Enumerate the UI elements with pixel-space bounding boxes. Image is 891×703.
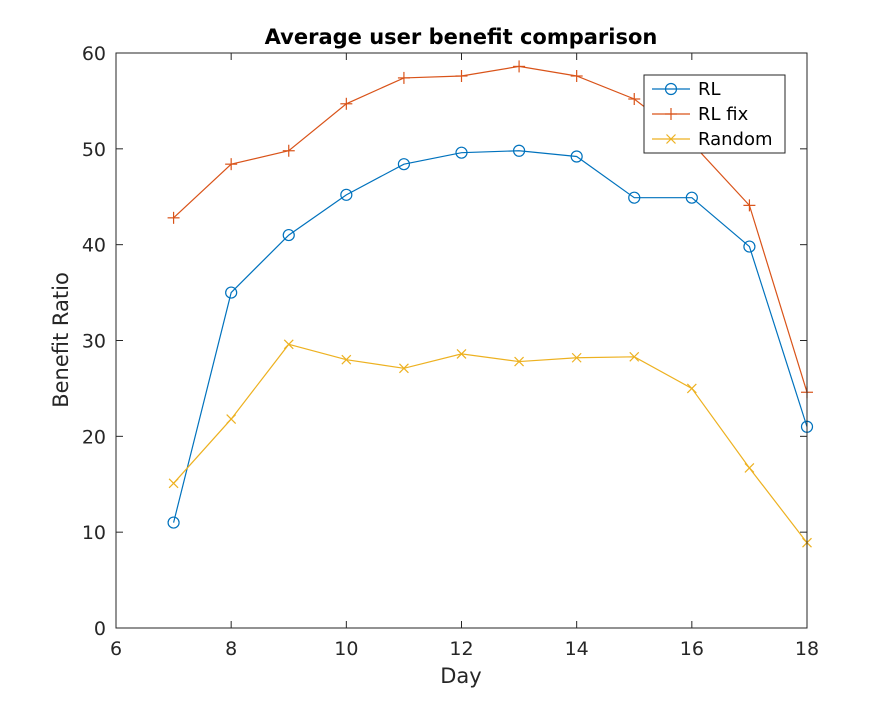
series-line-rl [173, 150, 808, 523]
x-tick-label: 12 [449, 638, 473, 660]
data-point-rl-fix-7 [167, 211, 180, 224]
y-tick-label: 0 [94, 618, 106, 640]
data-point-rl-17 [743, 240, 756, 253]
x-tick-label: 14 [565, 638, 589, 660]
data-point-random-15 [629, 351, 640, 362]
y-tick-label: 50 [82, 139, 106, 161]
legend-item-rl-fix: RL fix [652, 104, 749, 125]
data-point-rl-fix-15 [628, 93, 641, 105]
data-point-rl-10 [340, 188, 353, 201]
data-point-random-16 [686, 383, 697, 394]
data-point-rl-11 [397, 158, 411, 171]
data-point-rl-15 [628, 191, 641, 204]
data-point-random-11 [398, 363, 409, 374]
series-layer [167, 60, 814, 548]
legend-label: RL [698, 79, 721, 100]
data-point-rl-fix-8 [225, 158, 238, 171]
data-point-random-10 [341, 354, 352, 365]
data-point-rl-7 [167, 516, 180, 529]
legend-swatch-marker [665, 108, 677, 120]
series-random [168, 339, 812, 548]
chart-title: Average user benefit comparison [265, 25, 658, 49]
data-point-rl-8 [225, 286, 238, 299]
data-point-rl-fix-12 [455, 70, 468, 82]
y-tick-label: 30 [82, 331, 106, 353]
y-tick-label: 40 [82, 235, 106, 257]
data-point-rl-fix-13 [513, 60, 526, 73]
data-point-rl-fix-17 [743, 199, 756, 212]
legend-item-rl: RL [652, 79, 721, 100]
legend: RL RL fix Random [643, 74, 786, 154]
x-tick-label: 18 [795, 638, 819, 660]
y-tick-label: 20 [82, 426, 106, 448]
x-axis-label: Day [440, 664, 481, 688]
data-point-random-9 [283, 339, 294, 350]
data-point-random-7 [168, 478, 179, 489]
data-point-rl-14 [570, 150, 583, 163]
legend-swatch-marker [664, 82, 678, 96]
ticks-layer: 6 8 10 12 14 16 18 0 10 20 30 40 50 60 [82, 43, 819, 660]
y-tick-label: 60 [82, 43, 106, 65]
y-tick-label: 10 [82, 522, 106, 544]
legend-item-random: Random [652, 129, 773, 150]
data-point-rl-fix-9 [282, 144, 295, 157]
series-rl [167, 144, 814, 529]
data-point-rl-9 [282, 228, 295, 242]
data-point-rl-fix-11 [397, 71, 410, 84]
data-point-random-17 [744, 463, 755, 473]
x-tick-label: 16 [680, 638, 704, 660]
data-point-rl-12 [455, 146, 468, 159]
x-tick-label: 8 [225, 638, 237, 660]
x-tick-label: 6 [110, 638, 122, 660]
legend-label: Random [698, 129, 773, 150]
series-line-random [173, 343, 808, 544]
data-point-rl-13 [512, 144, 526, 157]
legend-label: RL fix [698, 104, 749, 125]
data-point-rl-16 [685, 191, 698, 204]
data-point-rl-fix-14 [570, 70, 583, 82]
y-axis-label: Benefit Ratio [49, 272, 73, 408]
legend-swatch-marker [666, 134, 676, 144]
x-tick-label: 10 [334, 638, 358, 660]
data-point-rl-fix-10 [340, 97, 353, 110]
data-point-random-8 [226, 414, 237, 425]
data-point-random-14 [571, 352, 582, 363]
data-point-random-13 [514, 356, 525, 367]
data-point-random-12 [456, 348, 467, 359]
